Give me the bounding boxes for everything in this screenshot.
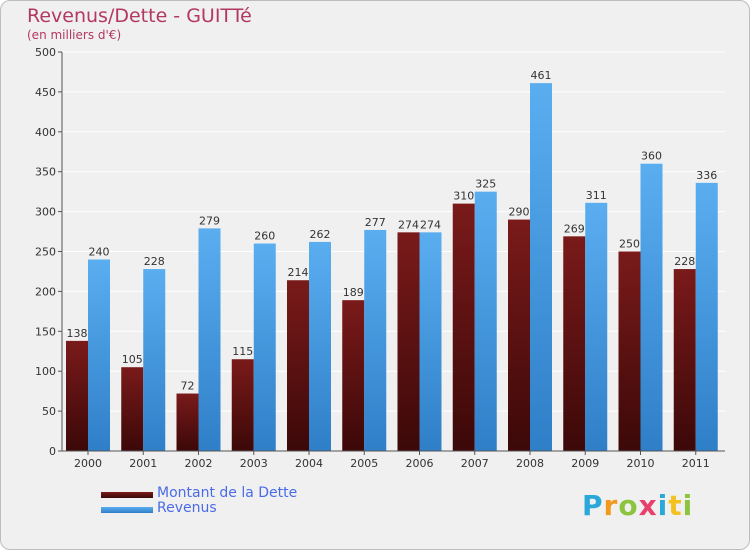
data-label: 240 (89, 245, 110, 258)
data-label: 269 (564, 222, 585, 235)
bar-revenus-2011 (695, 182, 718, 451)
bar-dette-2007 (452, 203, 475, 451)
logo-letter: P (582, 489, 604, 522)
bar-revenus-2006 (419, 232, 442, 451)
data-label: 214 (288, 266, 309, 279)
y-tick-label: 300 (35, 206, 56, 219)
bar-revenus-2004 (309, 241, 331, 451)
data-label: 461 (531, 69, 552, 82)
data-label: 311 (586, 189, 607, 202)
bar-dette-2001 (121, 367, 144, 451)
bar-dette-2004 (287, 280, 309, 451)
bar-revenus-2008 (530, 83, 552, 451)
bar-revenus-2010 (640, 163, 663, 451)
data-label: 228 (674, 255, 695, 268)
bar-dette-2011 (673, 269, 696, 451)
data-label: 138 (67, 327, 88, 340)
axes: 0 50 100 150 200 250 300 350 400 450 500 2000 2001 20… (35, 46, 725, 470)
logo-letter: r (603, 489, 619, 522)
grid-lines (62, 51, 725, 452)
x-tick-label: 2007 (461, 457, 489, 470)
data-label: 279 (199, 214, 220, 227)
data-label: 325 (475, 178, 496, 191)
data-label: 105 (122, 353, 143, 366)
bar-dette-2003 (231, 359, 254, 451)
y-tick-label: 200 (35, 285, 56, 298)
data-label: 336 (696, 169, 717, 182)
bar-dette-2005 (342, 300, 365, 451)
data-label: 228 (144, 255, 165, 268)
proxiti-logo: Proxiti (582, 489, 693, 522)
data-label: 277 (365, 216, 386, 229)
chart-subtitle: (en milliers d'€) (27, 28, 122, 42)
x-tick-label: 2002 (185, 457, 213, 470)
bar-revenus-2007 (474, 191, 497, 451)
legend-label-revenus: Revenus (157, 500, 217, 516)
bars (66, 83, 718, 451)
data-label: 274 (420, 218, 441, 231)
bar-dette-2009 (563, 236, 586, 451)
data-label: 274 (398, 218, 419, 231)
data-label: 260 (254, 230, 275, 243)
y-tick-label: 500 (35, 46, 56, 59)
x-tick-label: 2005 (350, 457, 378, 470)
legend-swatch-revenus (101, 507, 153, 513)
bar-dette-2008 (508, 219, 530, 451)
data-label: 310 (453, 190, 474, 203)
y-tick-label: 50 (42, 405, 56, 418)
data-labels: 138 240 105 228 72 279 115 260 214 262 189 277 274 27… (67, 69, 718, 392)
y-tick-label: 400 (35, 126, 56, 139)
chart-title: Revenus/Dette - GUITTé (27, 5, 252, 27)
logo-letter: t (668, 489, 683, 522)
bar-dette-2000 (66, 340, 88, 451)
bar-dette-2002 (176, 393, 199, 451)
y-tick-label: 250 (35, 246, 56, 259)
bar-revenus-2002 (198, 228, 221, 451)
logo-letter: o (618, 489, 639, 522)
bar-revenus-2009 (585, 202, 608, 451)
x-tick-label: 2004 (295, 457, 323, 470)
data-label: 290 (509, 206, 530, 219)
legend-label-dette: Montant de la Dette (157, 485, 298, 501)
data-label: 360 (641, 150, 662, 163)
x-tick-label: 2006 (406, 457, 434, 470)
x-tick-label: 2011 (682, 457, 710, 470)
x-tick-label: 2009 (571, 457, 599, 470)
y-tick-label: 450 (35, 86, 56, 99)
logo-letter: i (682, 489, 694, 522)
bar-revenus-2005 (364, 229, 387, 451)
bar-revenus-2001 (143, 269, 166, 451)
data-label: 115 (232, 345, 253, 358)
logo-letter: i (657, 489, 669, 522)
y-tick-label: 150 (35, 325, 56, 338)
y-tick-label: 350 (35, 166, 56, 179)
data-label: 72 (181, 380, 195, 393)
x-tick-label: 2003 (240, 457, 268, 470)
bar-dette-2006 (397, 232, 420, 451)
y-tick-label: 100 (35, 365, 56, 378)
data-label: 189 (343, 286, 364, 299)
x-tick-label: 2008 (516, 457, 544, 470)
bar-dette-2010 (618, 251, 641, 451)
x-tick-label: 2001 (129, 457, 157, 470)
x-tick-label: 2010 (627, 457, 655, 470)
data-label: 250 (619, 238, 640, 251)
bar-revenus-2003 (253, 243, 276, 451)
logo-letter: x (638, 489, 658, 522)
legend-swatch-dette (101, 492, 153, 498)
bar-revenus-2000 (88, 259, 110, 451)
x-tick-label: 2000 (74, 457, 102, 470)
y-tick-label: 0 (49, 445, 56, 458)
data-label: 262 (310, 228, 331, 241)
